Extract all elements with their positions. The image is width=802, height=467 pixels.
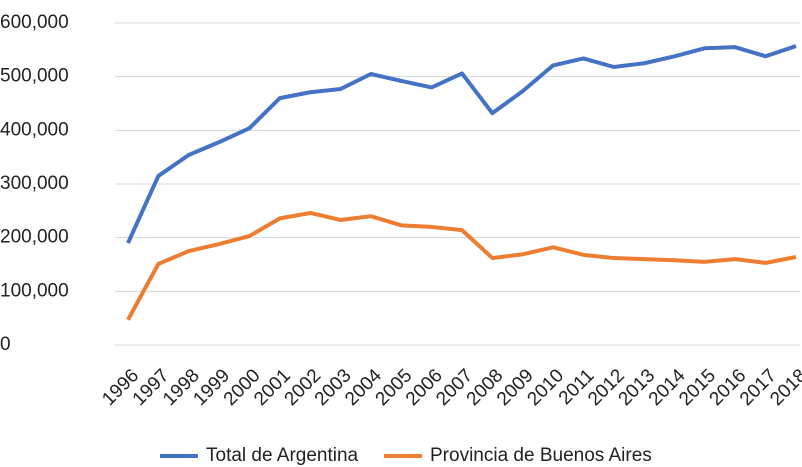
y-tick-label: 300,000 [0, 173, 69, 194]
series-line [126, 44, 797, 244]
y-tick-label: 600,000 [0, 12, 69, 33]
y-tick-label: 400,000 [0, 119, 69, 140]
legend-label: Provincia de Buenos Aires [430, 445, 652, 466]
y-tick-label: 500,000 [0, 66, 69, 87]
series-line [126, 210, 797, 321]
y-tick-label: 200,000 [0, 227, 69, 248]
y-tick-label: 100,000 [0, 280, 69, 301]
y-tick-label: 0 [0, 334, 11, 355]
legend-label: Total de Argentina [206, 445, 359, 466]
